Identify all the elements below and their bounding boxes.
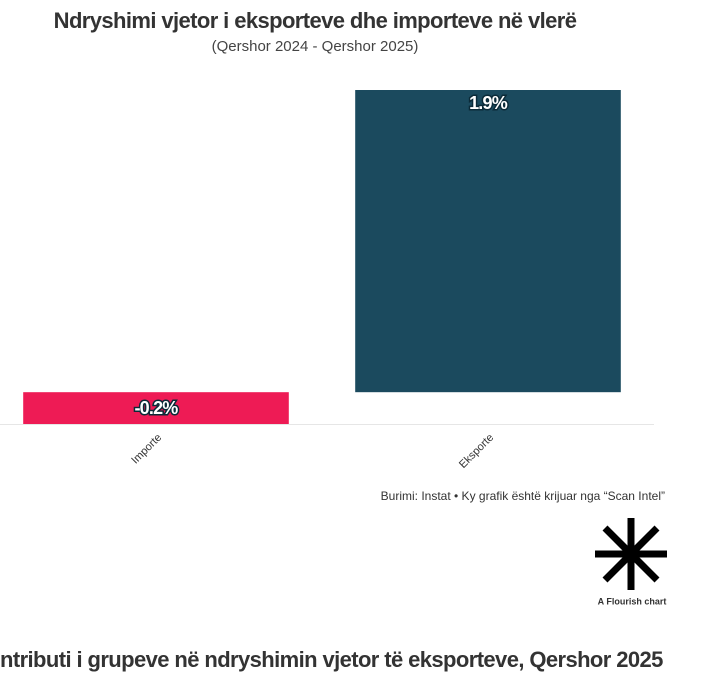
chart-title: Ndryshimi vjetor i eksporteve dhe import… (54, 8, 577, 33)
bar (23, 392, 289, 424)
source-note: Burimi: Instat • Ky grafik është krijuar… (381, 489, 665, 503)
bar (355, 90, 621, 393)
value-label: -0.2% (134, 398, 178, 418)
flourish-credit: A Flourish chart (598, 596, 667, 606)
value-label: 1.9% (469, 93, 508, 113)
x-tick-label: Eksporte (457, 432, 496, 471)
x-tick-label: Importe (129, 432, 164, 467)
next-chart-title: ntributi i grupeve në ndryshimin vjetor … (0, 647, 663, 672)
chart-subtitle: (Qershor 2024 - Qershor 2025) (212, 38, 419, 55)
flourish-logo (595, 518, 667, 590)
